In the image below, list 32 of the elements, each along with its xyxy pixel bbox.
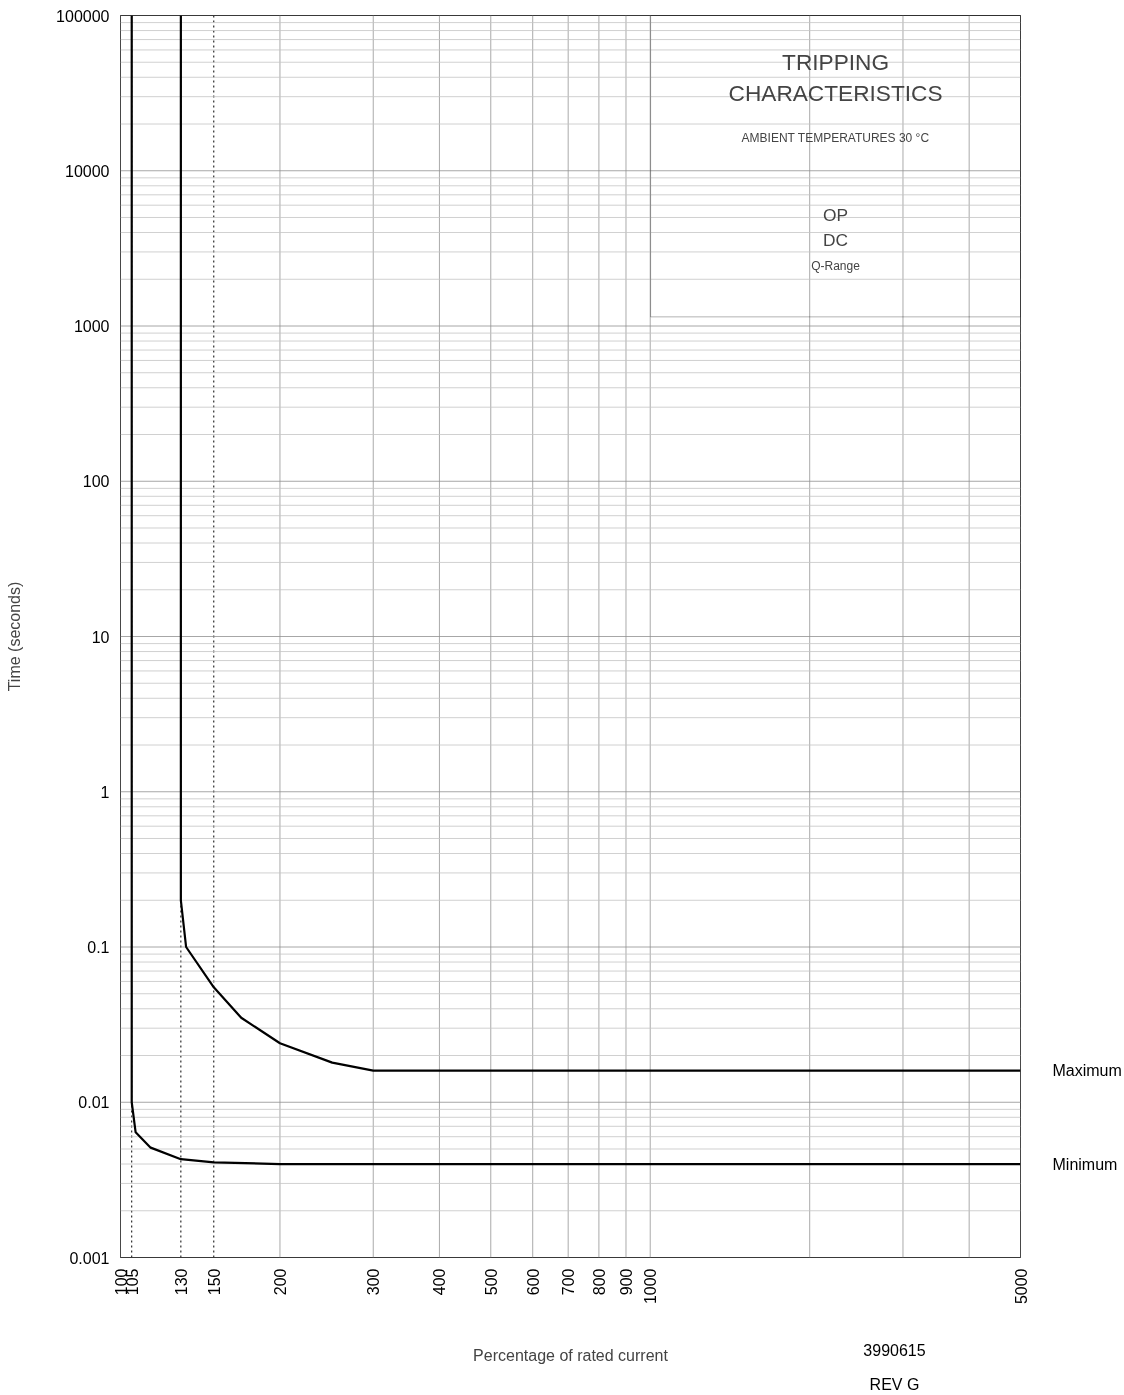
annotation: Q-Range [811, 259, 861, 274]
x-tick-label: 130 [172, 1268, 190, 1296]
y-tick-label: 10 [91, 628, 110, 646]
x-tick-label: 900 [617, 1268, 635, 1296]
x-tick-label: 1000 [642, 1268, 660, 1305]
y-tick-label: 100000 [56, 7, 110, 25]
x-tick-label: 300 [365, 1268, 383, 1296]
y-tick-label: 0.1 [87, 939, 110, 956]
text: REV G [869, 1375, 920, 1393]
y-tick-label: 0.001 [69, 1249, 110, 1267]
x-tick-label: 5000 [1012, 1268, 1030, 1305]
x-tick-label: 600 [524, 1268, 542, 1296]
text: 3990615 [863, 1341, 926, 1359]
text: TRIPPING CHARACTERISTICS [728, 49, 943, 107]
annotation: DC [823, 229, 849, 250]
series-label: Minimum [1052, 1155, 1118, 1173]
x-tick-label: 500 [482, 1268, 500, 1296]
series-label: Maximum [1052, 1062, 1122, 1080]
y-tick-label: 1 [100, 783, 110, 801]
x-tick-label: 200 [271, 1268, 289, 1296]
x-axis-title: Percentage of rated current [473, 1347, 669, 1365]
y-tick-label: 10000 [65, 162, 110, 180]
x-tick-label: 800 [590, 1268, 608, 1296]
y-axis-title: Time (seconds) [6, 581, 24, 692]
annotation: AMBIENT TEMPERATURES 30 °C [741, 131, 930, 146]
x-tick-label: 150 [205, 1268, 223, 1296]
y-tick-label: 0.01 [78, 1094, 110, 1112]
y-tick-label: 1000 [73, 318, 110, 335]
annotation: OP [823, 205, 849, 226]
x-tick-label: 400 [431, 1268, 449, 1296]
y-tick-label: 100 [82, 473, 110, 491]
x-tick-label: 700 [560, 1268, 578, 1296]
